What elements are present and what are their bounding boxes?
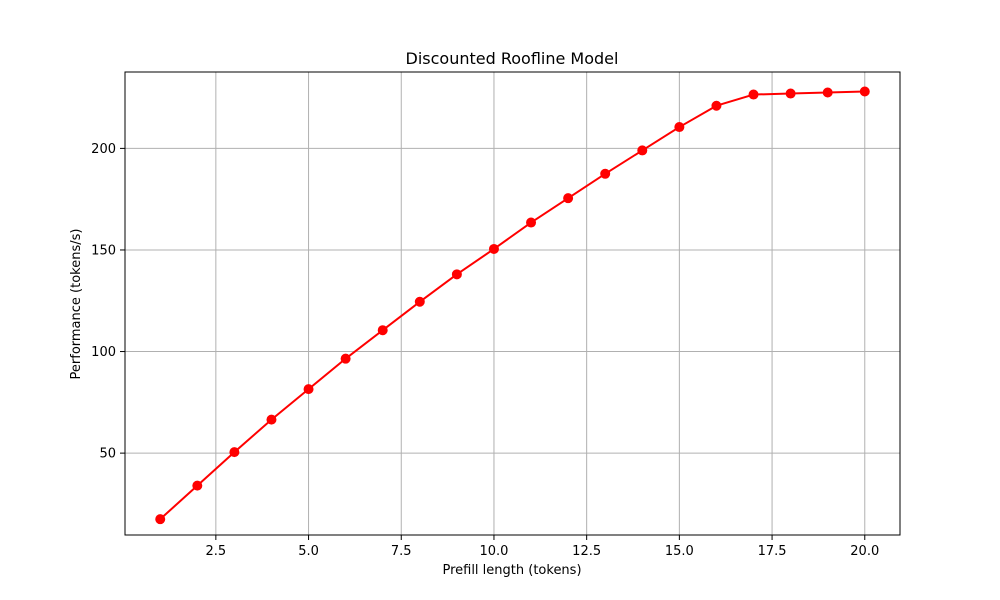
axis-ticks: 2.5 5.0 7.5 10.0 12.5 15.0 17.5 20.0 50 100 150 200 xyxy=(91,142,879,559)
data-point-marker xyxy=(488,243,499,254)
x-tick-label: 5.0 xyxy=(298,544,319,559)
data-point-marker xyxy=(748,89,759,100)
data-point-marker xyxy=(451,269,462,280)
data-point-marker xyxy=(192,480,203,491)
data-point-marker xyxy=(526,217,537,228)
data-point-marker xyxy=(414,296,425,307)
series-line xyxy=(159,90,865,520)
plot-area-frame xyxy=(124,71,901,536)
data-point-marker xyxy=(785,88,796,99)
x-tick-label: 10.0 xyxy=(479,544,508,559)
series-polyline xyxy=(159,90,865,520)
data-point-marker xyxy=(822,87,833,98)
data-point-marker xyxy=(637,145,648,156)
y-tick-label: 150 xyxy=(91,243,116,258)
x-tick-label: 15.0 xyxy=(665,544,694,559)
x-tick-label: 7.5 xyxy=(391,544,412,559)
data-point-marker xyxy=(377,325,388,336)
x-tick-label: 17.5 xyxy=(758,544,787,559)
data-point-marker xyxy=(340,353,351,364)
y-tick-label: 200 xyxy=(91,142,116,157)
grid-lines xyxy=(125,72,900,535)
data-point-marker xyxy=(563,193,574,204)
data-point-marker xyxy=(600,168,611,179)
x-tick-label: 20.0 xyxy=(850,544,879,559)
y-axis-title: Performance (tokens/s) xyxy=(69,229,84,380)
data-points xyxy=(155,86,870,525)
data-point-marker xyxy=(155,514,166,525)
data-point-marker xyxy=(266,414,277,425)
data-point-marker xyxy=(303,384,314,395)
y-tick-label: 100 xyxy=(91,345,116,360)
data-point-marker xyxy=(859,86,870,97)
data-point-marker xyxy=(229,447,240,458)
x-axis-title: Prefill length (tokens) xyxy=(442,563,581,578)
data-point-marker xyxy=(711,100,722,111)
y-tick-label: 50 xyxy=(99,447,116,462)
data-point-marker xyxy=(674,122,685,133)
x-tick-label: 12.5 xyxy=(572,544,601,559)
chart-title: Discounted Roofline Model xyxy=(406,49,619,68)
x-tick-label: 2.5 xyxy=(206,544,227,559)
